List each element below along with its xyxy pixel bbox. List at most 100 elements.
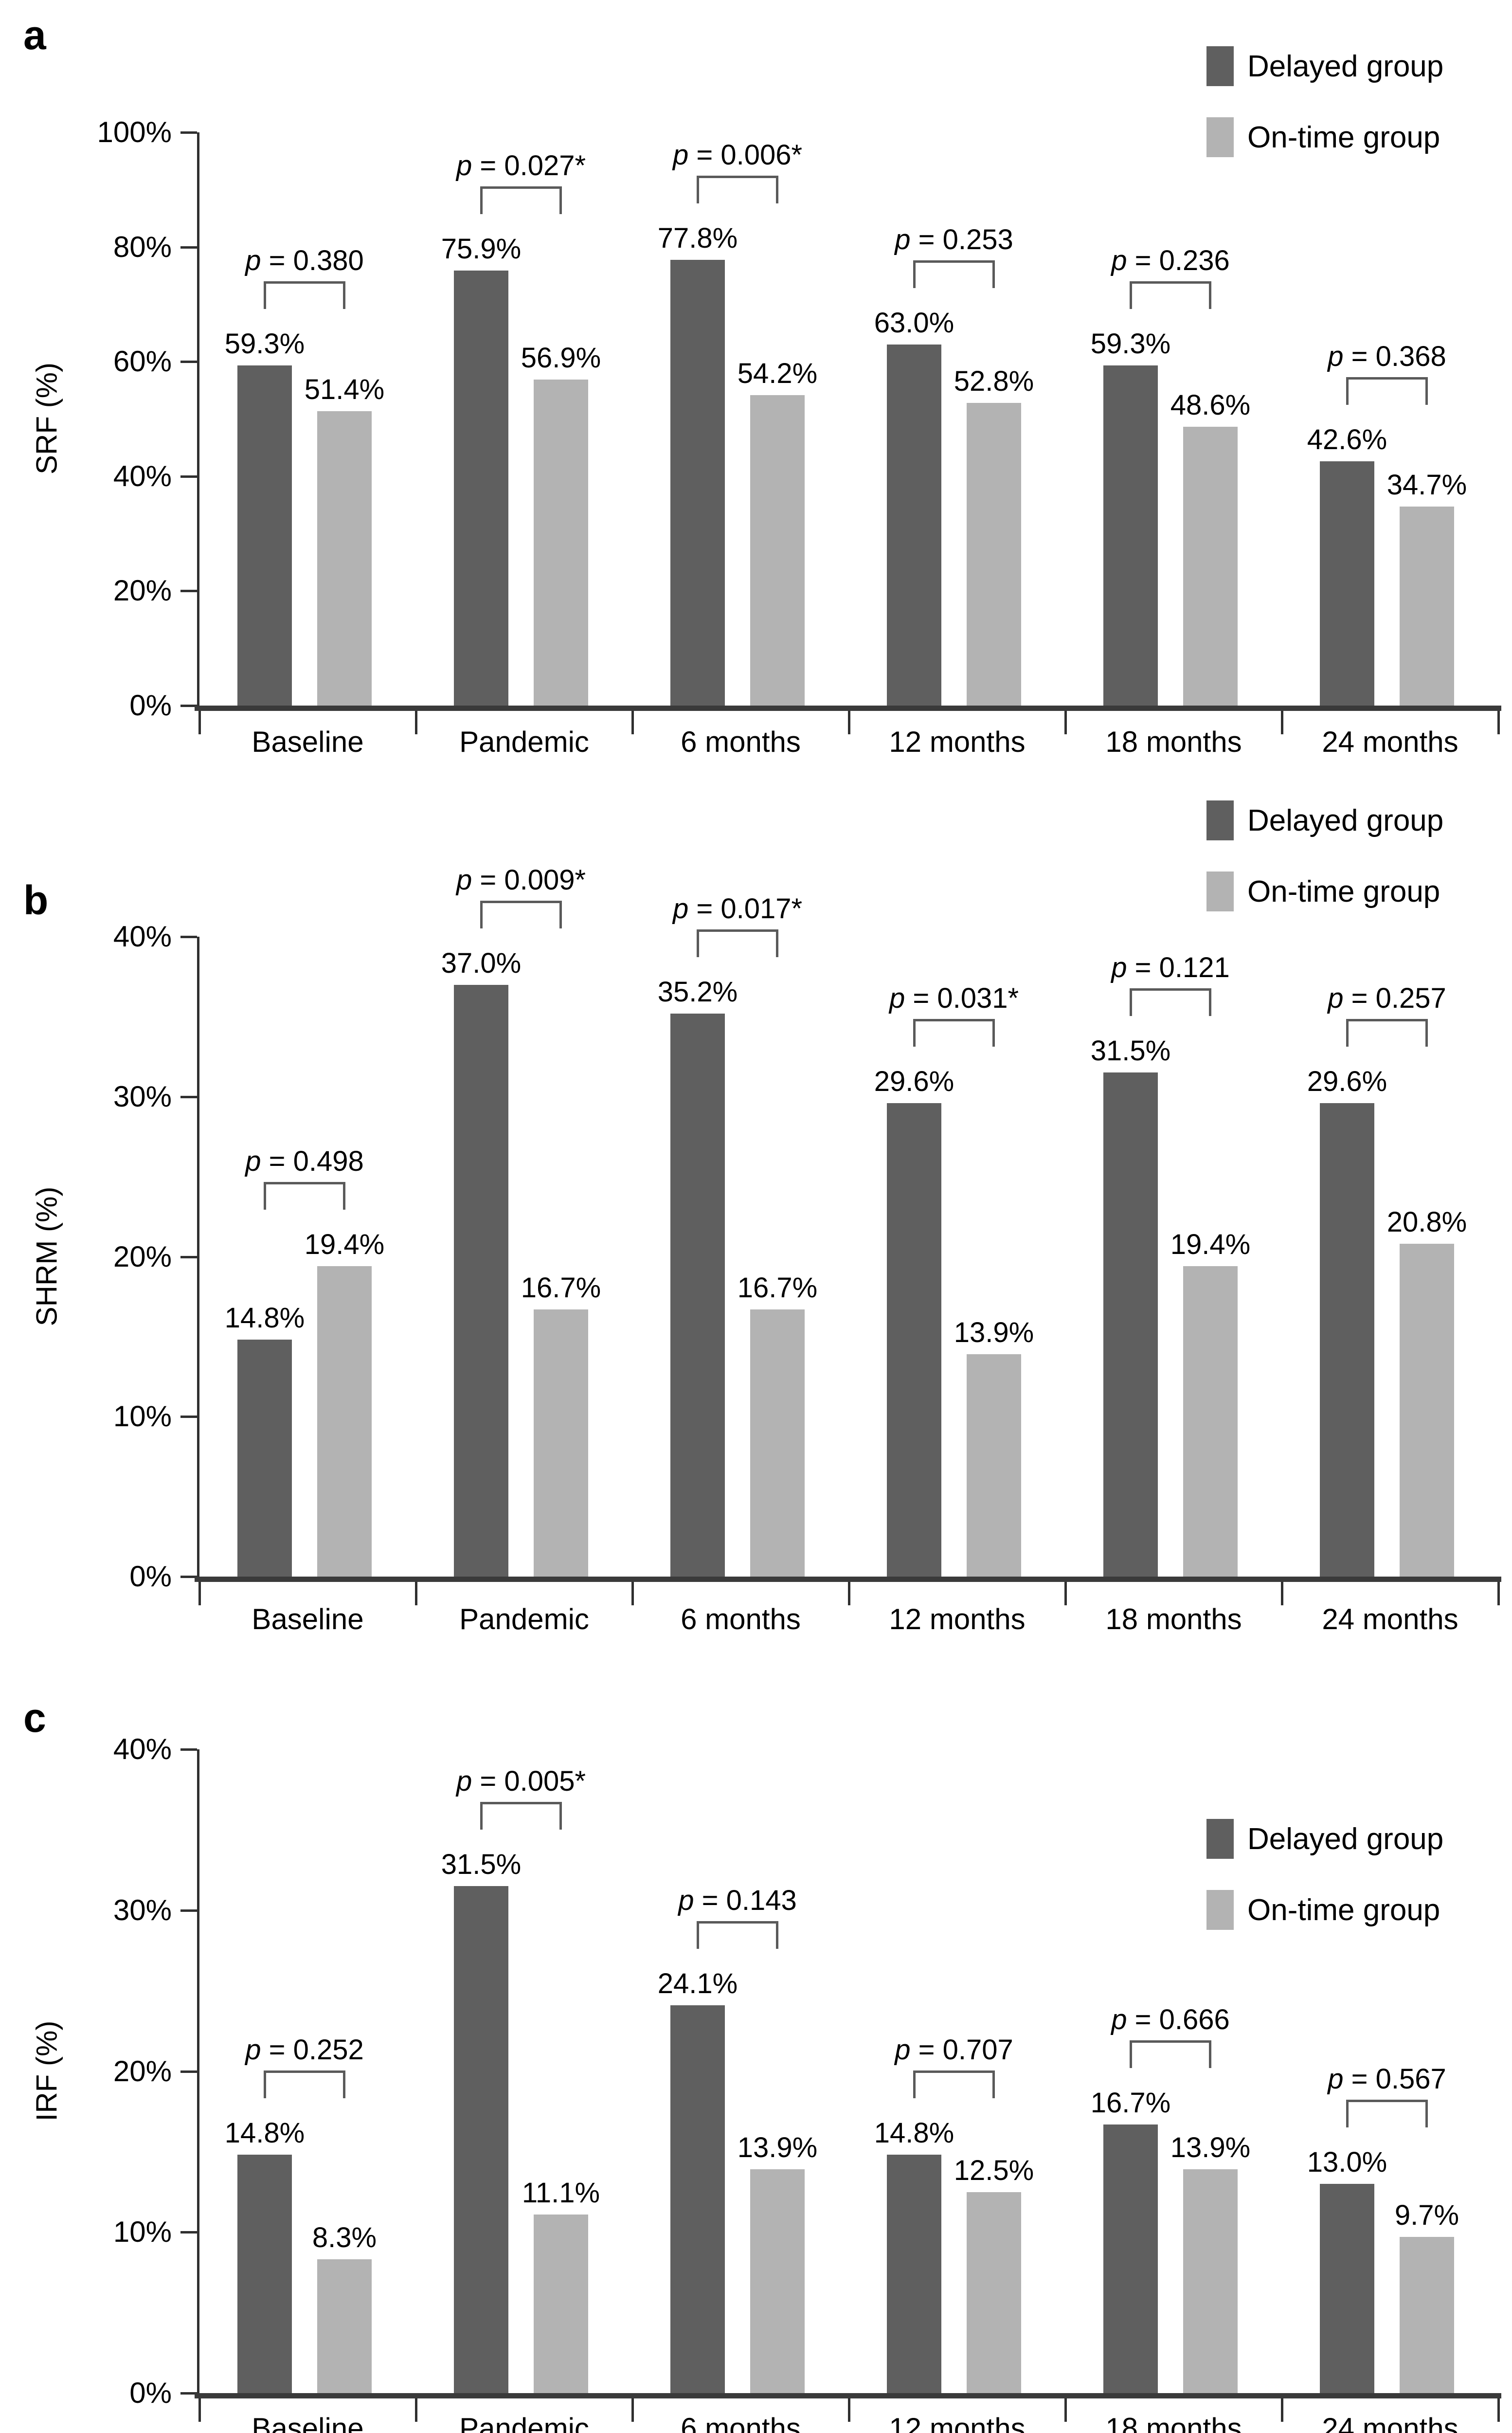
- x-tick: [1497, 711, 1500, 734]
- p-value-label: p = 0.567: [1328, 2063, 1446, 2095]
- bar-ontime-24-months: [1400, 2237, 1454, 2393]
- y-tick: [180, 1909, 197, 1912]
- bar-value-label: 54.2%: [737, 357, 818, 389]
- y-tick: [180, 590, 197, 593]
- bar-value-label: 16.7%: [737, 1271, 818, 1304]
- category-label: 18 months: [1105, 726, 1242, 758]
- category-label: 12 months: [889, 1603, 1026, 1635]
- x-tick: [415, 2398, 417, 2422]
- bar-ontime-18-months: [1183, 427, 1238, 706]
- x-tick: [631, 711, 634, 734]
- category-label: Pandemic: [459, 1603, 589, 1635]
- p-value-label: p = 0.253: [895, 223, 1013, 255]
- bar-delayed-6-months: [670, 259, 725, 706]
- legend-item-ontime: On-time group: [1206, 872, 1443, 911]
- x-axis-line: [195, 1577, 1501, 1582]
- bar-value-label: 20.8%: [1386, 1206, 1467, 1238]
- y-tick-label: 100%: [97, 116, 172, 148]
- p-value-label: p = 0.707: [895, 2034, 1013, 2066]
- bar-delayed-24-months: [1320, 1103, 1374, 1577]
- y-tick-label: 10%: [113, 1400, 172, 1433]
- y-tick: [180, 246, 197, 249]
- bar-value-label: 31.5%: [441, 1849, 522, 1881]
- on-time-group-swatch: [1206, 1890, 1234, 1930]
- bar-ontime-6-months: [750, 395, 805, 706]
- p-value-label: p = 0.009*: [456, 864, 586, 896]
- bar-value-label: 13.9%: [954, 1317, 1034, 1349]
- bar-ontime-pandemic: [534, 1309, 588, 1577]
- bar-value-label: 14.8%: [224, 1302, 305, 1334]
- y-tick: [180, 2070, 197, 2073]
- y-tick-label: 30%: [113, 1893, 172, 1926]
- y-tick: [180, 1576, 197, 1578]
- bar-value-label: 75.9%: [441, 233, 522, 265]
- bar-value-label: 8.3%: [312, 2222, 377, 2254]
- panel-letter-c: c: [23, 1695, 46, 1741]
- bar-ontime-baseline: [317, 2259, 372, 2393]
- y-tick: [180, 2231, 197, 2234]
- p-value-label: p = 0.017*: [672, 892, 803, 925]
- category-label: 12 months: [889, 726, 1026, 758]
- bar-delayed-18-months: [1103, 1072, 1158, 1577]
- x-tick: [1281, 711, 1283, 734]
- y-tick: [180, 1255, 197, 1258]
- y-tick: [180, 361, 197, 363]
- legend-item-ontime: On-time group: [1206, 1890, 1443, 1930]
- y-tick-label: 40%: [113, 459, 172, 492]
- panel-letter-a: a: [23, 12, 46, 58]
- significance-bracket: [913, 260, 995, 288]
- x-tick: [1497, 2398, 1500, 2422]
- legend-label-delayed: Delayed group: [1247, 1822, 1444, 1856]
- category-label: 24 months: [1322, 1603, 1458, 1635]
- category-label: Baseline: [252, 726, 364, 758]
- y-axis-title-b: SHRM (%): [30, 1186, 63, 1326]
- bar-value-label: 16.7%: [521, 1271, 601, 1304]
- x-tick: [1281, 2398, 1283, 2422]
- significance-bracket: [264, 281, 345, 309]
- x-tick: [198, 2398, 201, 2422]
- bar-ontime-6-months: [750, 1309, 805, 1577]
- significance-bracket: [1130, 2040, 1211, 2068]
- on-time-group-swatch: [1206, 117, 1234, 157]
- y-tick: [180, 2392, 197, 2395]
- significance-bracket: [913, 2070, 995, 2099]
- bar-delayed-24-months: [1320, 2184, 1374, 2393]
- legend-a: Delayed group On-time group: [1206, 46, 1443, 157]
- y-tick-label: 0%: [129, 689, 172, 722]
- bar-value-label: 24.1%: [657, 1967, 738, 1999]
- legend-c: Delayed group On-time group: [1206, 1819, 1443, 1930]
- bar-delayed-12-months: [887, 1103, 941, 1577]
- bar-value-label: 13.9%: [737, 2132, 818, 2164]
- y-tick: [180, 475, 197, 478]
- bar-delayed-pandemic: [454, 270, 508, 706]
- category-label: 24 months: [1322, 726, 1458, 758]
- y-tick-label: 0%: [129, 1560, 172, 1593]
- y-tick: [180, 1748, 197, 1751]
- y-tick: [180, 1095, 197, 1098]
- bar-value-label: 19.4%: [304, 1229, 385, 1261]
- significance-bracket: [480, 1802, 562, 1830]
- y-axis-title-a: SRF (%): [30, 363, 63, 474]
- x-tick: [1497, 1582, 1500, 1605]
- bar-value-label: 63.0%: [874, 307, 954, 339]
- x-tick: [1064, 1582, 1067, 1605]
- bar-value-label: 48.6%: [1170, 389, 1251, 421]
- x-tick: [631, 2398, 634, 2422]
- bar-ontime-baseline: [317, 411, 372, 706]
- legend-label-delayed: Delayed group: [1247, 803, 1444, 837]
- significance-bracket: [913, 1018, 995, 1047]
- y-tick: [180, 131, 197, 134]
- p-value-label: p = 0.006*: [672, 139, 803, 171]
- legend-label-delayed: Delayed group: [1247, 49, 1444, 83]
- legend-label-ontime: On-time group: [1247, 120, 1440, 154]
- x-tick: [198, 711, 201, 734]
- bar-ontime-18-months: [1183, 2169, 1238, 2393]
- category-label: 18 months: [1105, 1603, 1242, 1635]
- bar-value-label: 35.2%: [657, 976, 738, 1008]
- bar-delayed-6-months: [670, 1013, 725, 1577]
- bar-value-label: 14.8%: [224, 2117, 305, 2149]
- bar-ontime-24-months: [1400, 507, 1454, 706]
- category-label: 24 months: [1322, 2412, 1458, 2433]
- legend-b: Delayed group On-time group: [1206, 800, 1443, 911]
